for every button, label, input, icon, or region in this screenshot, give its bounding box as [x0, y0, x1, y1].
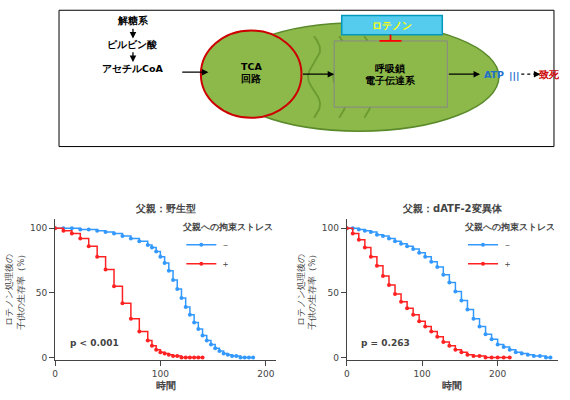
svg-text:0: 0	[344, 369, 350, 379]
svg-text:＋: ＋	[221, 259, 230, 269]
svg-text:時間: 時間	[442, 380, 462, 391]
svg-text:0: 0	[52, 369, 58, 379]
svg-text:50: 50	[327, 288, 339, 298]
svg-text:200: 200	[257, 369, 274, 379]
svg-text:0: 0	[41, 353, 47, 363]
svg-text:200: 200	[489, 369, 506, 379]
svg-text:父親への拘束ストレス: 父親への拘束ストレス	[182, 222, 273, 232]
svg-text:呼吸鎖電子伝達系: 呼吸鎖電子伝達系	[365, 63, 416, 86]
svg-text:p < 0.001: p < 0.001	[70, 338, 119, 348]
svg-text:TCA回路: TCA回路	[241, 61, 262, 84]
svg-text:＋: ＋	[503, 259, 512, 269]
svg-text:ロテノン処理後の子供の生存率（%）: ロテノン処理後の子供の生存率（%）	[4, 250, 25, 330]
svg-text:100: 100	[152, 369, 169, 379]
svg-text:0: 0	[333, 353, 339, 363]
svg-text:100: 100	[30, 223, 47, 233]
svg-text:父親への拘束ストレス: 父親への拘束ストレス	[464, 222, 555, 232]
svg-text:ATP: ATP	[484, 69, 504, 80]
svg-text:ロテノン: ロテノン	[372, 20, 412, 31]
svg-text:100: 100	[414, 369, 431, 379]
svg-text:父親：野生型: 父親：野生型	[135, 203, 196, 214]
svg-text:－: －	[221, 240, 230, 250]
svg-text:時間: 時間	[156, 380, 176, 391]
svg-text:50: 50	[36, 288, 48, 298]
svg-text:父親：dATF-2変異体: 父親：dATF-2変異体	[402, 203, 503, 214]
svg-text:致死: 致死	[538, 69, 560, 80]
svg-text:100: 100	[322, 223, 339, 233]
svg-text:|||: |||	[509, 70, 519, 81]
svg-text:解糖系: 解糖系	[117, 15, 149, 26]
svg-text:アセチルCoA: アセチルCoA	[102, 63, 163, 74]
svg-text:－: －	[503, 240, 512, 250]
svg-text:ロテノン処理後の子供の生存率（%）: ロテノン処理後の子供の生存率（%）	[296, 250, 317, 330]
svg-text:ピルビン酸: ピルビン酸	[107, 39, 158, 50]
svg-text:p = 0.263: p = 0.263	[361, 338, 410, 348]
